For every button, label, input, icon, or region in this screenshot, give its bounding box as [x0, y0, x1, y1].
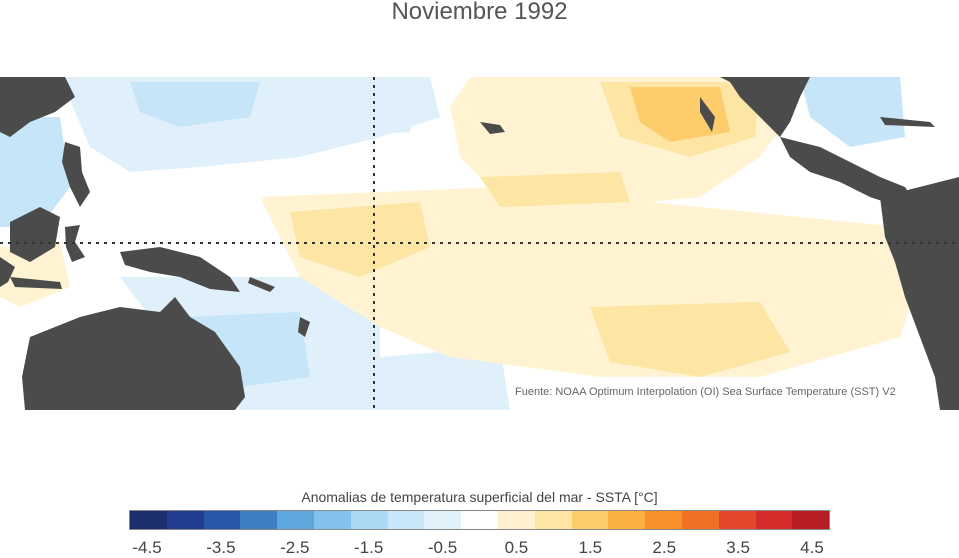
cool-region-north-mid — [280, 92, 420, 137]
colorbar-swatch — [387, 511, 425, 529]
colorbar-tick-label: -4.5 — [132, 538, 162, 557]
colorbar-swatch — [497, 511, 535, 529]
colorbar-swatch — [571, 511, 609, 529]
cool-anomalies — [0, 77, 905, 410]
colorbar-swatch — [313, 511, 351, 529]
data-source-note: Fuente: NOAA Optimum Interpolation (OI) … — [515, 386, 896, 398]
cool-region-east-gulf — [800, 77, 905, 147]
cool-region-north-central — [130, 82, 260, 127]
land-central-america — [780, 137, 915, 207]
land-philippines — [62, 142, 90, 207]
colorbar-swatch — [424, 511, 462, 529]
colorbar-swatch — [166, 511, 204, 529]
land-asia-north — [0, 77, 75, 137]
colorbar-tick-label: 0.5 — [504, 538, 529, 557]
land-new-zealand-hint — [298, 317, 310, 337]
warm-region-central — [290, 202, 430, 277]
warm-region-mexico-core — [630, 87, 730, 142]
cool-region-west-edge — [0, 117, 70, 227]
warm-region-midocean — [480, 172, 630, 207]
colorbar-swatch — [755, 511, 793, 529]
colorbar-swatch — [461, 511, 498, 529]
colorbar-tick-label: -0.5 — [427, 538, 458, 557]
land-masses — [0, 77, 959, 410]
colorbar-swatch — [718, 511, 756, 529]
colorbar-tick-label: -1.5 — [354, 538, 384, 557]
colorbar-swatch — [681, 511, 719, 529]
colorbar-tick-label: -2.5 — [280, 538, 310, 557]
land-new-guinea — [120, 247, 240, 292]
colorbar-swatch — [350, 511, 388, 529]
colorbar-tick-label: -3.5 — [206, 538, 236, 557]
colorbar-swatch — [130, 511, 167, 529]
land-hawaii — [480, 122, 505, 134]
cool-region-south-central — [380, 347, 510, 410]
land-south-america — [880, 177, 959, 410]
land-caribbean — [880, 117, 935, 127]
land-australia — [22, 297, 245, 410]
colorbar-tick-label: 3.5 — [726, 538, 750, 557]
warm-region-south-east — [590, 302, 790, 377]
colorbar-swatch — [608, 511, 646, 529]
colorbar-swatch — [240, 511, 278, 529]
land-java — [10, 277, 62, 289]
colorbar-tick-label: 1.5 — [578, 538, 603, 557]
legend-title: Anomalias de temperatura superficial del… — [301, 489, 658, 505]
ssta-map — [0, 77, 959, 410]
colorbar-tick-label: 4.5 — [800, 538, 824, 557]
colorbar — [129, 510, 830, 530]
colorbar-swatch — [645, 511, 682, 529]
colorbar-tick-label: 2.5 — [652, 538, 677, 557]
colorbar-swatch — [534, 511, 572, 529]
colorbar-swatch — [792, 511, 830, 529]
colorbar-swatch — [203, 511, 241, 529]
warm-anomalies — [0, 77, 920, 377]
colorbar-swatch — [277, 511, 314, 529]
land-north-america — [720, 77, 810, 137]
land-solomons — [248, 277, 275, 292]
warm-region-south-west-small — [0, 242, 70, 307]
land-borneo — [10, 207, 60, 262]
map-title: Noviembre 1992 — [391, 0, 568, 25]
land-baja — [700, 97, 715, 132]
land-sumatra — [0, 257, 15, 287]
